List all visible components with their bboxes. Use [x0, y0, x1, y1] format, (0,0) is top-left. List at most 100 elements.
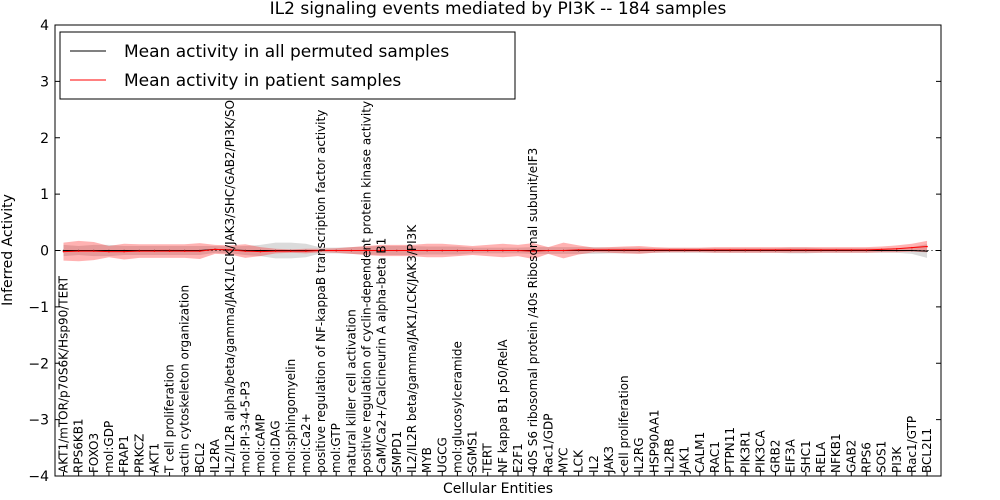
x-tick-label: IL2/IL2R alpha/beta/gamma/JAK1/LCK/JAK3/…: [223, 47, 237, 473]
x-tick-label: AKT1/mTOR/p70S6K/Hsp90/TERT: [57, 275, 71, 473]
y-tick-label: −1: [28, 300, 49, 316]
line-permuted-point: [123, 249, 125, 252]
line-patient-point: [471, 249, 474, 252]
x-tick-label: positive regulation of cyclin-dependent …: [360, 101, 374, 473]
x-tick-label: mol:glucosylceramide: [450, 341, 464, 473]
legend: Mean activity in all permuted samples Me…: [59, 31, 516, 100]
line-patient-point: [805, 249, 807, 251]
line-patient-point: [108, 250, 110, 253]
x-tick-label: PIK3CA: [753, 429, 767, 473]
line-patient-point: [532, 250, 534, 252]
line-patient-point: [123, 250, 125, 253]
line-patient-point: [199, 250, 201, 252]
band-patient: [63, 240, 928, 262]
y-tick-label: 1: [40, 187, 49, 203]
x-tick-label: BCL2: [193, 442, 207, 473]
line-patient-point: [926, 245, 928, 248]
x-tick-label: MYC: [556, 448, 570, 473]
x-tick-label: mol:cAMP: [253, 414, 267, 473]
x-tick-label: FOXO3: [87, 433, 101, 473]
x-tick-label: RAC1: [708, 441, 722, 473]
line-patient-point: [138, 250, 141, 252]
y-tick-label: 2: [40, 131, 49, 147]
y-tick-label: −3: [28, 413, 49, 429]
y-tick-label: −4: [28, 469, 49, 485]
x-tick-label: mol:Ca2+: [299, 413, 313, 473]
y-tick-label: −2: [28, 356, 49, 372]
x-tick-label: mol:DAG: [269, 420, 283, 473]
line-patient-point: [653, 249, 656, 251]
line-patient-point: [305, 250, 307, 252]
x-tick-label: PI3K: [890, 446, 904, 473]
x-tick-label: IL2: [587, 455, 601, 473]
x-tick-label: mol:sphingomyelin: [284, 359, 298, 473]
line-patient-point: [502, 249, 504, 252]
line-patient-point: [517, 249, 519, 252]
x-tick-label: mol:PI-3-4-5-P3: [238, 381, 252, 473]
line-permuted-point: [108, 249, 110, 252]
line-patient-point: [183, 250, 186, 252]
line-permuted-point: [926, 250, 928, 252]
x-tick-label: positive regulation of NF-kappaB transcr…: [314, 110, 328, 473]
x-tick-label: PRKCZ: [132, 434, 146, 473]
line-patient-point: [77, 250, 80, 252]
line-patient-point: [577, 249, 580, 251]
line-patient-point: [396, 249, 398, 252]
line-patient-point: [168, 250, 171, 252]
line-permuted-point: [880, 249, 883, 252]
line-permuted-point: [895, 249, 898, 252]
x-tick-label: natural killer cell activation: [344, 309, 358, 473]
line-patient-point: [911, 246, 913, 249]
x-tick-label: BCL2L1: [920, 428, 934, 473]
line-patient-point: [93, 250, 95, 252]
line-patient-point: [547, 249, 550, 252]
line-patient-point: [850, 249, 853, 251]
line-patient-point: [335, 249, 338, 252]
line-patient-point: [153, 250, 156, 252]
x-tick-label: PIK3R1: [738, 431, 752, 473]
line-patient-point: [759, 249, 762, 251]
line-patient-point: [214, 248, 216, 251]
legend-label-permuted: Mean activity in all permuted samples: [124, 42, 449, 62]
x-tick-label: TERT: [481, 443, 495, 474]
line-patient-point: [820, 249, 822, 251]
chart-title: IL2 signaling events mediated by PI3K --…: [270, 0, 727, 19]
x-tick-label: RPS6KB1: [72, 418, 86, 473]
x-tick-label: LCK: [572, 449, 586, 473]
line-patient-point: [683, 249, 686, 251]
line-patient-point: [289, 250, 292, 252]
line-patient-point: [244, 250, 247, 252]
x-tick-label: JAK3: [602, 446, 616, 474]
y-tick-label: 4: [40, 18, 49, 34]
line-patient-point: [411, 249, 413, 252]
line-patient-point: [259, 250, 262, 253]
y-axis-label: Inferred Activity: [0, 194, 16, 306]
line-patient-point: [320, 249, 322, 252]
x-tick-label: JAK1: [678, 446, 692, 474]
x-tick-label: SMPD1: [390, 431, 404, 473]
x-tick-label: IL2RG: [632, 438, 646, 474]
line-patient-point: [592, 249, 595, 251]
line-patient-point: [880, 248, 883, 251]
x-tick-label: IL2/IL2R beta/gamma/JAK1/LCK/JAK3/PI3K: [405, 224, 419, 473]
line-patient-point: [623, 249, 625, 251]
y-tick-label: 0: [40, 244, 49, 260]
x-tick-label: GRB2: [769, 439, 783, 473]
x-tick-label: Rac1/GTP: [905, 416, 919, 473]
line-patient-point: [895, 248, 898, 250]
line-patient-point: [229, 249, 231, 251]
legend-label-patient: Mean activity in patient samples: [124, 71, 401, 91]
x-tick-label: SHC1: [799, 440, 813, 473]
x-tick-label: mol:GDP: [102, 421, 116, 473]
x-tick-label: RELA: [814, 441, 828, 473]
x-tick-label: CaM/Ca2+/Calcineurin A alpha-beta B1: [375, 238, 389, 473]
line-patient-point: [608, 249, 610, 251]
legend-box: [59, 31, 516, 100]
x-tick-label: IL2RB: [663, 439, 677, 473]
x-tick-label: CALM1: [693, 432, 707, 473]
line-patient-point: [441, 249, 444, 252]
x-tick-label: RPS6: [859, 442, 873, 473]
x-tick-label: IL2RA: [208, 438, 222, 473]
x-tick-label: HSP90AA1: [647, 409, 661, 473]
